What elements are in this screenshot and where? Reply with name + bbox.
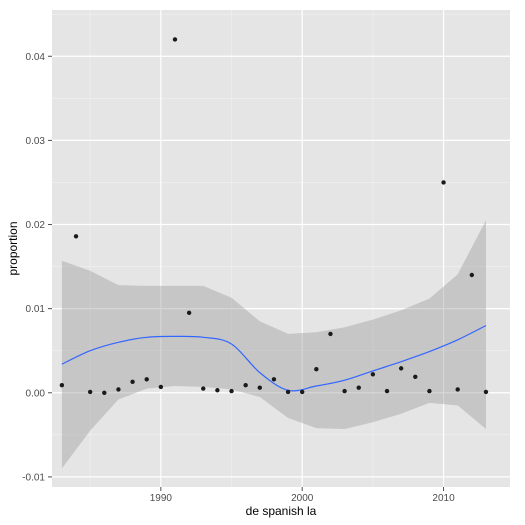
x-tick-label: 1990 xyxy=(150,493,173,504)
data-point xyxy=(158,384,164,390)
data-point xyxy=(229,388,234,394)
y-axis-ticks: -0.01 0.00 0.01 0.02 0.03 0.04 xyxy=(22,52,52,483)
data-point xyxy=(201,386,206,391)
data-point xyxy=(116,387,121,392)
data-point xyxy=(384,388,390,394)
data-point xyxy=(271,377,277,382)
plot-panel xyxy=(52,10,510,487)
data-point xyxy=(483,389,489,395)
data-point xyxy=(328,331,333,337)
x-tick-label: 2010 xyxy=(432,493,455,504)
x-axis-title: de spanish la xyxy=(246,504,317,518)
data-point xyxy=(441,180,446,185)
data-point xyxy=(427,388,432,394)
data-point xyxy=(342,388,347,394)
data-point xyxy=(73,234,79,239)
data-point xyxy=(186,310,192,316)
x-tick-label: 2000 xyxy=(291,493,314,504)
data-point xyxy=(215,388,220,393)
y-axis-title: proportion xyxy=(6,221,20,275)
data-point xyxy=(370,372,376,377)
smooth-trend-line xyxy=(61,324,487,392)
data-point xyxy=(87,389,93,395)
data-point xyxy=(172,37,178,42)
data-point xyxy=(130,379,135,385)
data-points xyxy=(59,37,489,395)
y-tick-label: 0.01 xyxy=(26,304,46,315)
data-point xyxy=(144,377,149,382)
data-point xyxy=(469,272,475,278)
y-tick-label: 0.03 xyxy=(26,136,46,147)
x-axis-ticks: 1990 2000 2010 xyxy=(150,487,455,504)
data-point xyxy=(300,389,305,395)
data-point xyxy=(102,390,107,395)
data-point xyxy=(314,367,319,372)
major-gridlines xyxy=(52,10,510,487)
y-tick-label: -0.01 xyxy=(22,472,45,483)
data-point xyxy=(285,389,291,395)
data-point xyxy=(59,383,65,388)
data-point xyxy=(413,374,418,379)
data-point xyxy=(398,366,404,371)
y-tick-label: 0.02 xyxy=(26,220,46,231)
data-point xyxy=(455,387,460,392)
data-point xyxy=(356,385,361,390)
y-tick-label: 0.00 xyxy=(26,388,46,399)
data-point xyxy=(257,385,262,390)
confidence-ribbon xyxy=(61,220,487,469)
data-point xyxy=(243,383,248,388)
y-tick-label: 0.04 xyxy=(26,52,46,63)
minor-gridlines xyxy=(52,10,510,487)
